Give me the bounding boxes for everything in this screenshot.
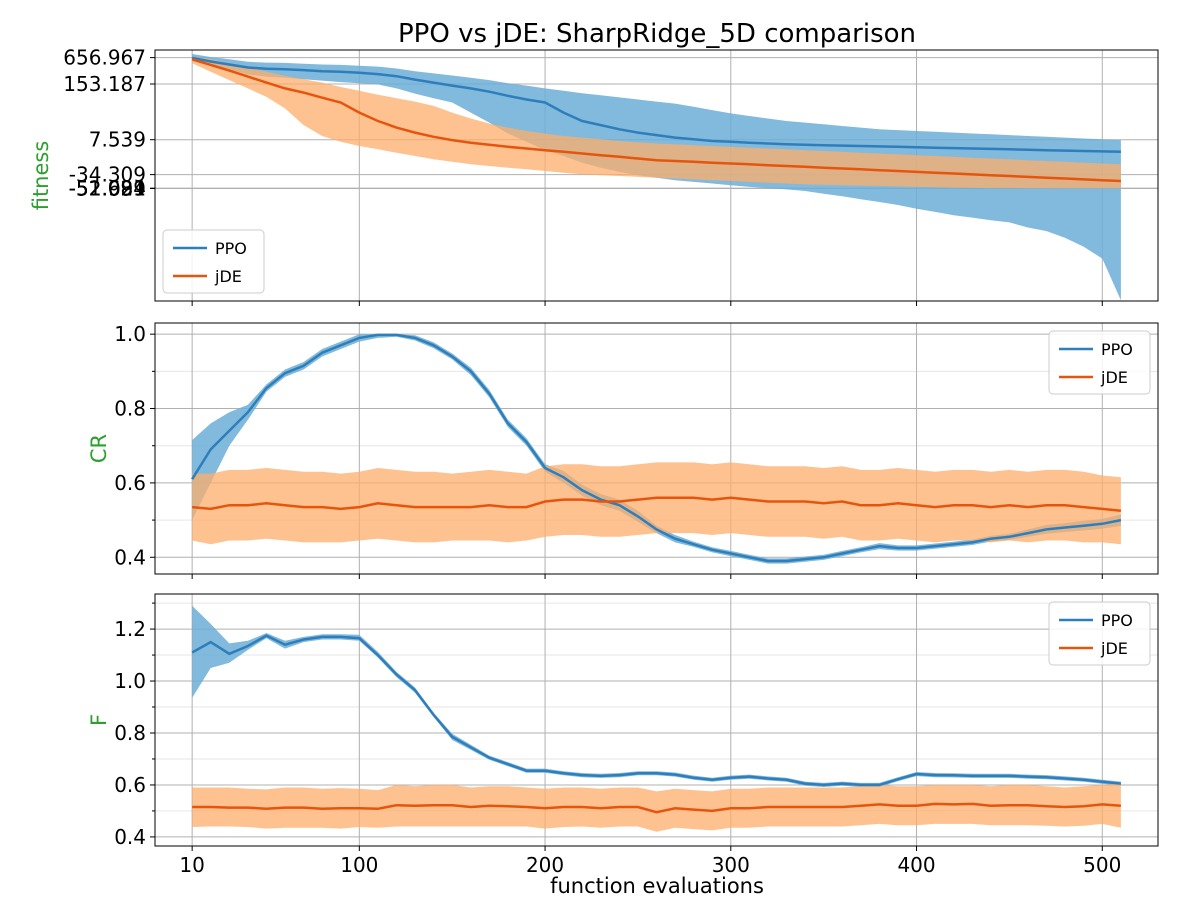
x-axis-label: function evaluations xyxy=(550,874,764,898)
y-tick-label: 1.0 xyxy=(114,322,146,346)
y-tick-label: 0.8 xyxy=(114,397,146,421)
ppo-line xyxy=(191,333,1122,563)
plot-area xyxy=(191,333,1122,564)
ppo-line xyxy=(191,634,1122,787)
y-tick-label: 0.4 xyxy=(114,545,146,569)
plot-area xyxy=(191,54,1121,301)
panel-f: 0.4 0.6 0.8 1.0 1.2 10 100 200 300 400 500 F PPO jDE xyxy=(87,593,1159,877)
legend: PPO jDE xyxy=(1048,601,1151,666)
plot-area xyxy=(191,605,1122,832)
legend-label-jde: jDE xyxy=(1100,639,1128,658)
legend-frame xyxy=(1048,330,1151,395)
x-tick-label: 10 xyxy=(179,853,204,877)
x-tick-label: 400 xyxy=(897,853,935,877)
y-tick-label: 0.4 xyxy=(114,825,146,849)
y-tick-label: 7.539 xyxy=(89,128,146,152)
y-tick-label: -34.309 xyxy=(69,163,146,187)
legend-label-ppo: PPO xyxy=(215,239,247,258)
axes-frame xyxy=(154,593,1159,847)
ppo-band xyxy=(192,605,1121,787)
legend-frame xyxy=(162,229,265,294)
y-tick-label: 0.6 xyxy=(114,471,146,495)
x-tick-label: 500 xyxy=(1083,853,1121,877)
legend-label-ppo: PPO xyxy=(1101,340,1133,359)
jde-band xyxy=(192,462,1121,545)
y-tick-label: 0.6 xyxy=(114,773,146,797)
figure-title: PPO vs jDE: SharpRidge_5D comparison xyxy=(398,19,916,49)
jde-line xyxy=(191,496,1122,513)
y-tick-label: -52.099 xyxy=(69,176,146,200)
legend-label-jde: jDE xyxy=(1100,368,1128,387)
x-tick-label: 300 xyxy=(712,853,750,877)
legend-frame xyxy=(1048,601,1151,666)
x-tick-label: 100 xyxy=(340,853,378,877)
y-tick-label: -52.031 xyxy=(69,176,146,200)
panel-cr: 0.4 0.6 0.8 1.0 CR PPO jDE xyxy=(87,322,1159,579)
y-axis-label: CR xyxy=(87,434,111,463)
jde-line xyxy=(191,58,1121,183)
jde-band xyxy=(192,56,1121,189)
axes-frame xyxy=(154,49,1159,302)
y-axis-label: fitness xyxy=(29,141,53,211)
y-tick-label: 153.187 xyxy=(63,72,146,96)
y-tick-label: 1.2 xyxy=(114,617,146,641)
legend-label-jde: jDE xyxy=(214,267,242,286)
y-tick-label: 1.0 xyxy=(114,669,146,693)
jde-band xyxy=(192,783,1121,832)
ppo-line xyxy=(191,56,1121,154)
y-tick-label: 0.8 xyxy=(114,721,146,745)
x-tick-label: 200 xyxy=(526,853,564,877)
axes-frame xyxy=(154,322,1159,575)
y-tick-label: -51.684 xyxy=(69,176,146,200)
jde-line xyxy=(192,802,1121,814)
legend: PPO jDE xyxy=(162,229,265,294)
y-tick-label: 656.967 xyxy=(63,46,146,70)
legend-label-ppo: PPO xyxy=(1101,611,1133,630)
y-tick-label: -51.921 xyxy=(69,176,146,200)
y-axis-label: F xyxy=(87,714,111,726)
legend: PPO jDE xyxy=(1048,330,1151,395)
